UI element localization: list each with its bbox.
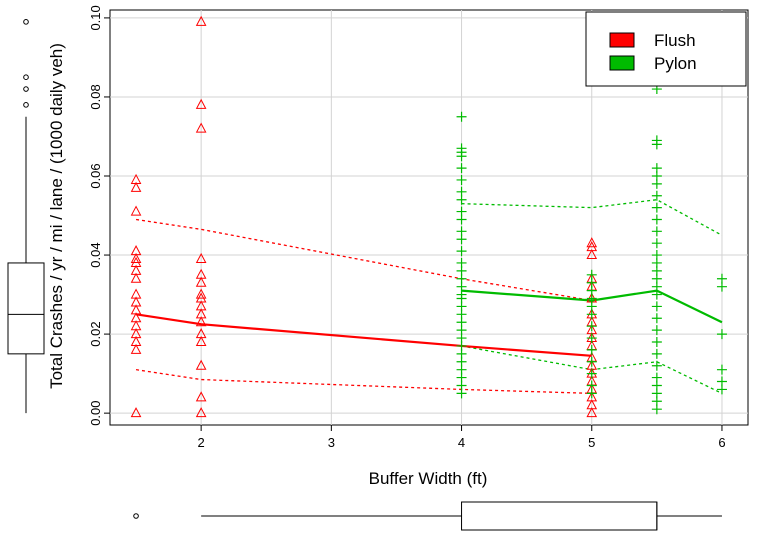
pylon-point [651,238,662,249]
marginal-boxplot-y [7,19,45,414]
plot-border [109,9,749,426]
flush-point [195,288,207,299]
pylon-point [586,388,597,399]
y-tick-label: 0.06 [88,163,103,188]
flush-point [195,15,207,26]
x-tick-label: 5 [588,435,595,450]
y-tick-label: 0.00 [88,400,103,425]
y-tick-label: 0.02 [88,321,103,346]
pylon-point [456,388,467,399]
pylon-point [651,348,662,359]
marginal-boxplot-x [133,501,722,531]
pylon-point [586,344,597,355]
pylon-point [456,174,467,185]
y-tick-label: 0.10 [88,5,103,30]
flush-point [586,407,598,418]
pylon-point [716,329,727,340]
fit-lines [135,289,723,357]
flush-point [195,252,207,263]
pylon-point [651,337,662,347]
pylon-point [651,178,662,189]
pylon-point [651,404,662,415]
flush-point [130,252,142,263]
pylon-point [651,139,662,150]
pylon-fit-line [461,289,723,324]
confidence-bands [135,199,723,395]
pylon-point [586,321,597,332]
pylon-point [456,246,467,257]
pylon-point [456,214,467,225]
pylon-point [651,202,662,213]
pylon-point [651,360,662,371]
flush-point [195,98,207,109]
pylon-point [586,356,597,367]
flush-point [195,359,207,370]
pylon-point [651,313,662,324]
pylon-point [651,289,662,300]
legend-swatch-flush [609,32,635,48]
pylon-point [586,368,597,379]
boxplot-y-box [7,262,45,355]
flush-point [195,335,207,346]
x-tick-label: 3 [328,435,335,450]
pylon-point [651,226,662,237]
flush-point [130,343,142,354]
pylon-upper-band [461,199,723,236]
flush-point [130,181,142,192]
flush-upper-band [135,218,592,302]
pylon-point [716,384,727,395]
x-axis: 2 3 4 5 6 [198,425,726,450]
pylon-point [586,333,597,344]
boxplot-y-outlier [23,19,29,25]
y-axis-title: Total Crashes / yr / mi / lane / (1000 d… [47,43,66,389]
flush-lower-band [135,369,592,395]
boxplot-y-outlier [23,86,29,92]
legend: Flush Pylon [585,11,747,87]
flush-point [195,122,207,133]
legend-box [585,11,747,87]
pylon-point [651,214,662,225]
pylon-point [456,194,467,205]
y-tick-label: 0.04 [88,242,103,267]
y-tick-label: 0.08 [88,84,103,109]
pylon-point [456,111,467,122]
data-points [130,15,727,418]
boxplot-y-outlier [23,74,29,80]
pylon-point [456,151,467,162]
pylon-point [586,309,597,320]
legend-label-pylon: Pylon [654,54,697,73]
x-tick-label: 6 [718,435,725,450]
pylon-lower-band [461,345,723,394]
boxplot-x-outlier [133,513,139,519]
pylon-point [456,163,467,174]
flush-point [195,391,207,402]
flush-point [586,237,598,248]
legend-swatch-pylon [609,55,635,71]
x-tick-label: 4 [458,435,465,450]
flush-fit-line [135,313,592,357]
pylon-point [651,325,662,336]
flush-point [195,276,207,287]
y-axis: 0.00 0.02 0.04 0.06 0.08 0.10 [88,5,110,426]
legend-label-flush: Flush [654,31,696,50]
pylon-point [651,301,662,312]
pylon-point [651,190,662,201]
flush-point [195,407,207,418]
pylon-point [456,234,467,245]
boxplot-x-box [461,501,658,531]
boxplot-y-outlier [23,102,29,108]
flush-point [130,407,142,418]
flush-point [130,205,142,216]
x-axis-title: Buffer Width (ft) [369,469,488,488]
pylon-point [716,364,727,375]
flush-point [586,248,598,260]
flush-point [130,272,142,283]
x-tick-label: 2 [198,435,205,450]
flush-point [195,316,207,327]
pylon-point [716,281,727,292]
